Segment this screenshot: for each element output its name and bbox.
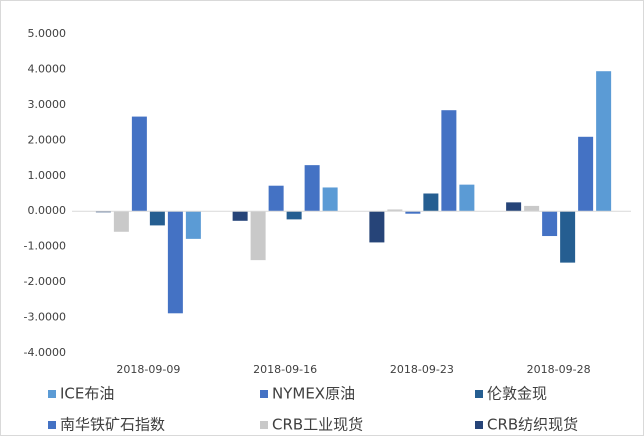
- bar: [322, 187, 338, 212]
- bar: [131, 116, 147, 212]
- bar: [560, 211, 576, 263]
- bar: [185, 211, 201, 239]
- legend-label: NYMEX原油: [272, 385, 355, 403]
- bar: [441, 110, 457, 212]
- bar: [232, 211, 248, 221]
- bar: [423, 193, 439, 212]
- bar: [250, 211, 266, 261]
- bar: [149, 211, 165, 226]
- y-tick-label: 1.0000: [28, 169, 67, 182]
- legend-swatch: [475, 390, 483, 398]
- y-tick-label: -4.0000: [24, 346, 66, 359]
- bar: [405, 211, 421, 214]
- bar: [95, 211, 111, 213]
- y-tick-label: 3.0000: [28, 98, 67, 111]
- bar: [268, 185, 284, 212]
- legend-swatch: [48, 421, 56, 429]
- bar: [167, 211, 183, 314]
- bar: [524, 205, 540, 212]
- y-tick-label: 0.0000: [28, 204, 67, 217]
- bar: [596, 71, 612, 212]
- bar: [286, 211, 302, 220]
- y-tick-label: -2.0000: [24, 275, 66, 288]
- bar: [506, 202, 522, 212]
- legend-swatch: [475, 421, 483, 429]
- legend-label: ICE布油: [60, 385, 114, 403]
- x-tick-label: 2018-09-23: [390, 363, 454, 376]
- legend-swatch: [48, 390, 56, 398]
- bar: [304, 165, 320, 212]
- y-tick-label: -3.0000: [24, 311, 66, 324]
- bar: [459, 184, 475, 212]
- legend-label: 伦敦金现: [487, 385, 547, 403]
- x-tick-label: 2018-09-09: [116, 363, 180, 376]
- legend-label: CRB纺织现货: [487, 416, 578, 434]
- legend-label: CRB工业现货: [272, 416, 363, 434]
- legend-swatch: [260, 421, 268, 429]
- legend-label: 南华铁矿石指数: [60, 416, 165, 434]
- x-tick-label: 2018-09-16: [253, 363, 317, 376]
- bar: [113, 211, 129, 232]
- y-tick-label: 4.0000: [28, 62, 67, 75]
- y-tick-label: 5.0000: [28, 27, 67, 40]
- bar: [578, 136, 594, 212]
- x-tick-label: 2018-09-28: [527, 363, 591, 376]
- bar: [387, 209, 403, 212]
- legend-swatch: [260, 390, 268, 398]
- bar: [369, 211, 385, 243]
- bar: [542, 211, 558, 237]
- y-tick-label: 2.0000: [28, 133, 67, 146]
- y-tick-label: -1.0000: [24, 240, 66, 253]
